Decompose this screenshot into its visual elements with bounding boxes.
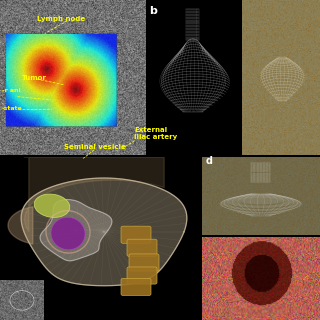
FancyBboxPatch shape [129,254,159,271]
FancyBboxPatch shape [127,267,157,284]
Ellipse shape [34,194,70,217]
Polygon shape [21,178,187,286]
FancyBboxPatch shape [127,239,157,256]
Text: -r ani: -r ani [2,88,20,99]
Text: -state: -state [2,106,22,111]
FancyBboxPatch shape [121,278,151,296]
Text: Lymph node: Lymph node [37,16,85,22]
Ellipse shape [51,217,85,250]
Polygon shape [8,207,33,244]
Text: External
iliac artery: External iliac artery [134,127,178,140]
Polygon shape [40,200,112,261]
Text: d: d [205,156,212,166]
Text: Tumor: Tumor [22,75,47,81]
FancyBboxPatch shape [121,226,151,243]
Text: b: b [149,6,157,16]
Text: Seminal vesicle: Seminal vesicle [64,144,125,150]
